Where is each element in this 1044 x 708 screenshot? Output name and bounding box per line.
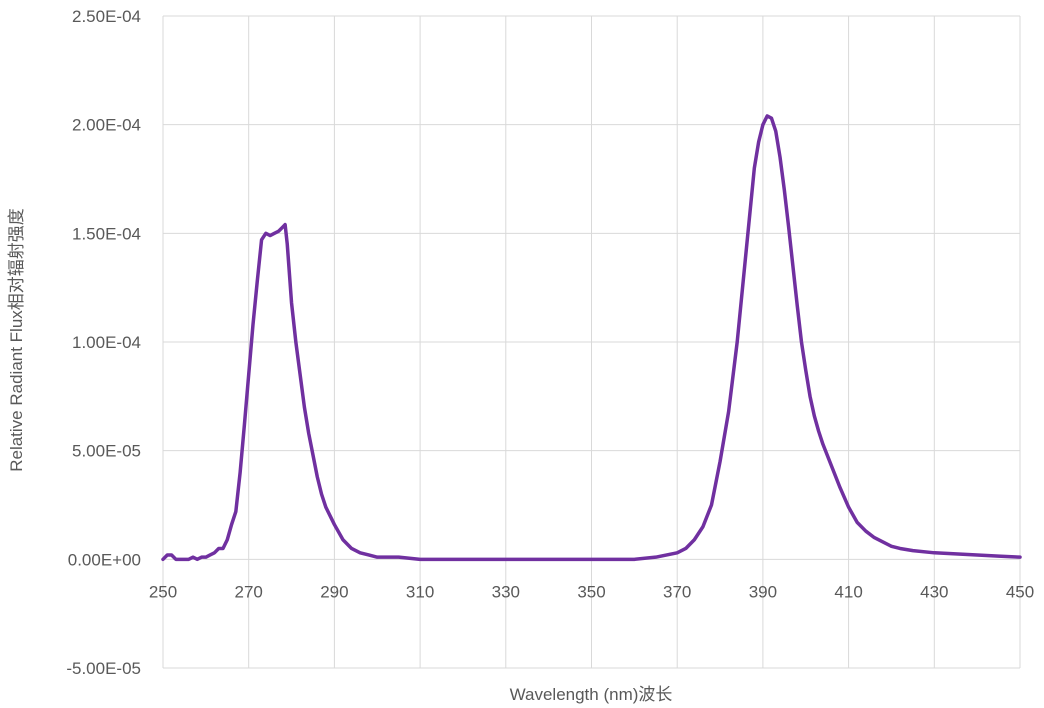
y-tick-label: 1.50E-04 — [72, 224, 141, 243]
x-tick-label: 330 — [492, 582, 520, 601]
spectrum-series-line — [161, 114, 1022, 562]
y-axis-tick-labels: -5.00E-05 0.00E+00 5.00E-05 1.00E-04 1.50E-0… — [66, 7, 141, 678]
x-tick-label: 450 — [1006, 582, 1034, 601]
x-tick-label: 410 — [834, 582, 862, 601]
x-tick-label: 390 — [749, 582, 777, 601]
y-tick-label: 1.00E-04 — [72, 333, 141, 352]
series-layer — [161, 114, 1022, 562]
y-tick-label: 2.00E-04 — [72, 116, 141, 135]
x-tick-label: 250 — [149, 582, 177, 601]
y-tick-label: 0.00E+00 — [68, 550, 141, 569]
x-tick-label: 430 — [920, 582, 948, 601]
y-axis-title: Relative Radiant Flux相对辐射强度 — [7, 208, 26, 472]
y-tick-label: 2.50E-04 — [72, 7, 141, 26]
gridlines — [162, 15, 1021, 669]
x-tick-label: 290 — [320, 582, 348, 601]
x-axis-title: Wavelength (nm)波长 — [510, 685, 673, 704]
x-tick-label: 370 — [663, 582, 691, 601]
x-tick-label: 310 — [406, 582, 434, 601]
x-tick-label: 350 — [577, 582, 605, 601]
x-tick-label: 270 — [235, 582, 263, 601]
y-tick-label: -5.00E-05 — [66, 659, 141, 678]
x-axis-tick-labels: 250 270 290 310 330 350 370 390 410 430 450 — [149, 582, 1034, 601]
y-tick-label: 5.00E-05 — [72, 442, 141, 461]
